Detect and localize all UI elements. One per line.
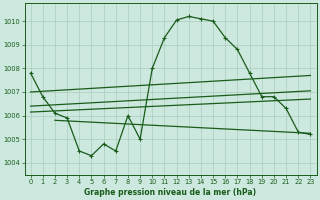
X-axis label: Graphe pression niveau de la mer (hPa): Graphe pression niveau de la mer (hPa) [84, 188, 257, 197]
